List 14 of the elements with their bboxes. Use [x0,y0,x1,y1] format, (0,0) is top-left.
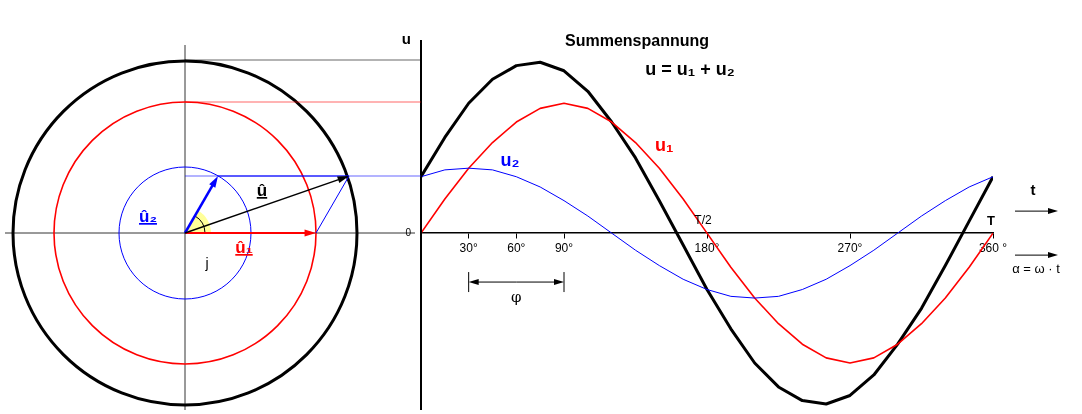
chart-title: Summenspannung [564,32,710,50]
annotation: u₁ [654,134,674,155]
x-tick-label: 90° [554,240,574,255]
text: 0 [405,226,412,238]
text: t [1030,181,1036,199]
x-tick-label: 270° [837,240,863,255]
annotation: T [987,212,996,228]
y-axis-title: u [401,30,411,48]
x-tick-label: 60° [507,240,526,255]
annotation: φ [511,287,522,306]
x-axis-title: α = ω · t [1012,261,1061,277]
annotation: u₂ [500,150,520,171]
chart-subtitle: u = u₁ + u₂ [645,58,735,79]
x-tick-label: 30° [459,240,478,255]
